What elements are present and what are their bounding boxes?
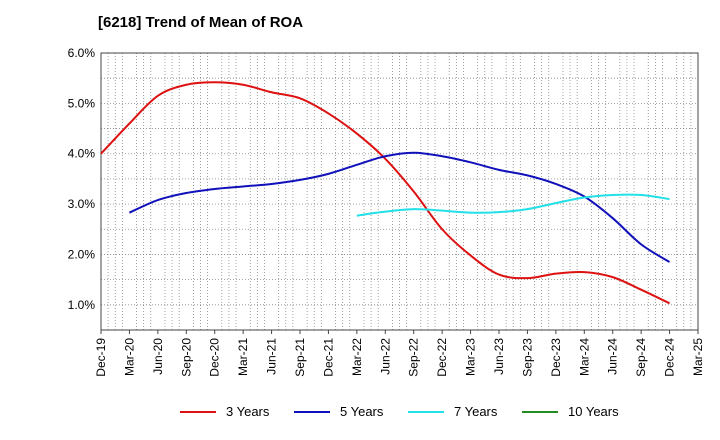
- x-tick-label: Jun-21: [265, 338, 279, 375]
- x-tick-label: Mar-22: [350, 338, 364, 376]
- legend-item-3-years: 3 Years: [180, 404, 294, 419]
- x-tick-label: Sep-20: [179, 338, 193, 377]
- x-tick-label: Jun-20: [151, 338, 165, 375]
- x-tick-label: Dec-20: [208, 338, 222, 377]
- legend-item-7-years: 7 Years: [408, 404, 522, 419]
- x-tick-label: Dec-21: [321, 338, 335, 377]
- x-tick-label: Dec-22: [435, 338, 449, 377]
- axes: 1.0% 2.0% 3.0% 4.0% 5.0% 6.0% Dec-19 Mar-20 Jun-…: [68, 46, 705, 377]
- plot-frame: [100, 52, 699, 331]
- x-tick-label: Mar-24: [577, 338, 591, 376]
- x-tick-label: Dec-23: [549, 338, 563, 377]
- x-tick-label: Sep-23: [520, 338, 534, 377]
- legend-swatch: [522, 410, 558, 413]
- series-layer: [100, 81, 671, 305]
- y-tick-label: 1.0%: [68, 298, 96, 312]
- legend-label: 7 Years: [454, 404, 498, 419]
- legend-item-5-years: 5 Years: [294, 404, 408, 419]
- x-tick-label: Jun-22: [378, 338, 392, 375]
- x-tick-label: Dec-24: [663, 338, 677, 377]
- y-tick-label: 4.0%: [68, 147, 96, 161]
- x-tick-label: Sep-24: [634, 338, 648, 377]
- x-tick-label: Mar-23: [464, 338, 478, 376]
- y-tick-label: 5.0%: [68, 96, 96, 110]
- x-tick-label: Jun-24: [606, 338, 620, 375]
- x-tick-label: Mar-20: [122, 338, 136, 376]
- legend-swatch: [408, 410, 444, 413]
- legend-swatch: [294, 410, 330, 413]
- legend-item-10-years: 10 Years: [522, 404, 636, 419]
- legend-label: 3 Years: [226, 404, 270, 419]
- x-tick-label: Dec-19: [94, 338, 108, 377]
- x-tick-label: Mar-21: [236, 338, 250, 376]
- x-tick-label: Jun-23: [492, 338, 506, 375]
- chart-title: [6218] Trend of Mean of ROA: [98, 14, 304, 31]
- series-line-3-years: [100, 81, 671, 305]
- x-tick-label: Sep-22: [407, 338, 421, 377]
- series-line-5-years: [129, 151, 671, 263]
- x-tick-label: Mar-25: [691, 338, 705, 376]
- series-line-7-years: [356, 193, 670, 217]
- y-tick-label: 6.0%: [68, 46, 96, 60]
- y-tick-label: 3.0%: [68, 197, 96, 211]
- legend-label: 5 Years: [340, 404, 384, 419]
- y-tick-label: 2.0%: [68, 247, 96, 261]
- legend-swatch: [180, 410, 216, 413]
- legend: 3 Years 5 Years 7 Years 10 Years: [180, 404, 636, 419]
- legend-label: 10 Years: [568, 404, 619, 419]
- x-tick-label: Sep-21: [293, 338, 307, 377]
